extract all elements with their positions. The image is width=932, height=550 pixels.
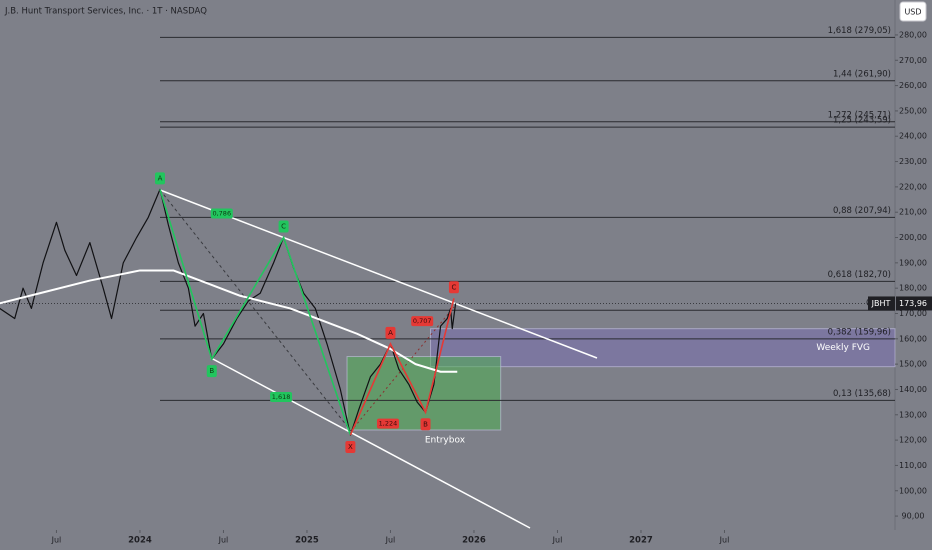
zone [430,328,896,368]
symbol-tag: JBHT [871,299,891,308]
pattern-point-label: A [388,329,393,337]
pattern-point [206,365,217,378]
x-tick-label: 2027 [629,536,653,546]
fib-label: 0,88 (207,94) [833,206,891,216]
y-tick-label: 180,00 [899,284,927,293]
last-price-bg [896,296,932,311]
y-tick-label: 90,00 [902,512,925,521]
symbol-tag-bg [868,296,895,311]
x-tick-label: 2025 [295,536,319,546]
fib-label: 1,44 (261,90) [833,69,891,79]
y-tick-label: 100,00 [899,486,927,495]
x-tick-label: Jul [719,536,730,545]
pattern-point-label: X [348,443,353,451]
y-tick-label: 260,00 [899,81,927,90]
pattern-point-label: B [423,420,428,428]
zone-label: Weekly FVG [816,343,870,353]
y-tick-label: 280,00 [899,30,927,39]
price-line [0,188,457,436]
y-tick-label: 240,00 [899,132,927,141]
pattern-point-label: C [281,223,286,231]
y-tick-label: 210,00 [899,208,927,217]
fib-label: 0,618 (182,70) [828,270,891,280]
pattern-line [349,298,455,436]
y-tick-label: 270,00 [899,56,927,65]
pattern-point [278,220,289,233]
pattern-point [385,326,396,339]
x-tick-label: Jul [552,536,563,545]
ratio-box [411,316,434,327]
pattern-point-label: C [451,283,456,291]
x-tick-label: Jul [385,536,396,545]
y-tick-label: 250,00 [899,106,927,115]
ratio-box [270,392,293,403]
pattern-line [159,189,352,436]
chart-title: J.B. Hunt Transport Services, Inc. · 1T … [4,7,207,17]
currency-label[interactable]: USD [904,8,921,17]
fib-label: 1,25 (243,59) [833,116,891,126]
pattern-point [154,172,165,185]
pattern-point-label: A [158,174,163,182]
ratio-label: 1,224 [379,420,398,428]
trend-line [210,357,531,529]
x-tick-label: Jul [51,536,62,545]
y-tick-label: 130,00 [899,410,927,419]
ratio-label: 0,786 [212,209,231,217]
last-price-label: 173,96 [899,299,927,308]
trend-line [159,189,598,359]
y-tick-label: 230,00 [899,157,927,166]
y-tick-label: 200,00 [899,233,927,242]
ratio-label: 1,618 [272,393,291,401]
y-tick-label: 140,00 [899,385,927,394]
fib-label: 1,618 (279,05) [828,26,891,36]
y-tick-label: 220,00 [899,182,927,191]
x-tick-label: Jul [218,536,229,545]
pattern-point [420,418,431,431]
y-tick-label: 170,00 [899,309,927,318]
zone-label: Entrybox [425,435,466,445]
pattern-point [345,441,356,454]
ratio-label: 0,707 [413,317,432,325]
fib-label: 0,13 (135,68) [833,389,891,399]
x-tick-label: 2026 [462,536,486,546]
y-tick-label: 150,00 [899,360,927,369]
y-tick-label: 120,00 [899,436,927,445]
ratio-box [210,208,233,219]
fib-label: 1,272 (245,71) [828,110,891,120]
y-tick-label: 160,00 [899,334,927,343]
ratio-box [376,418,399,429]
currency-button[interactable] [899,1,927,22]
pattern-point [448,281,459,294]
pattern-point-label: B [209,367,214,375]
y-tick-label: 110,00 [899,461,927,470]
y-tick-label: 190,00 [899,258,927,267]
x-tick-label: 2024 [128,536,152,546]
fib-label: 0,382 (159,96) [828,327,891,337]
moving-average [0,269,458,373]
